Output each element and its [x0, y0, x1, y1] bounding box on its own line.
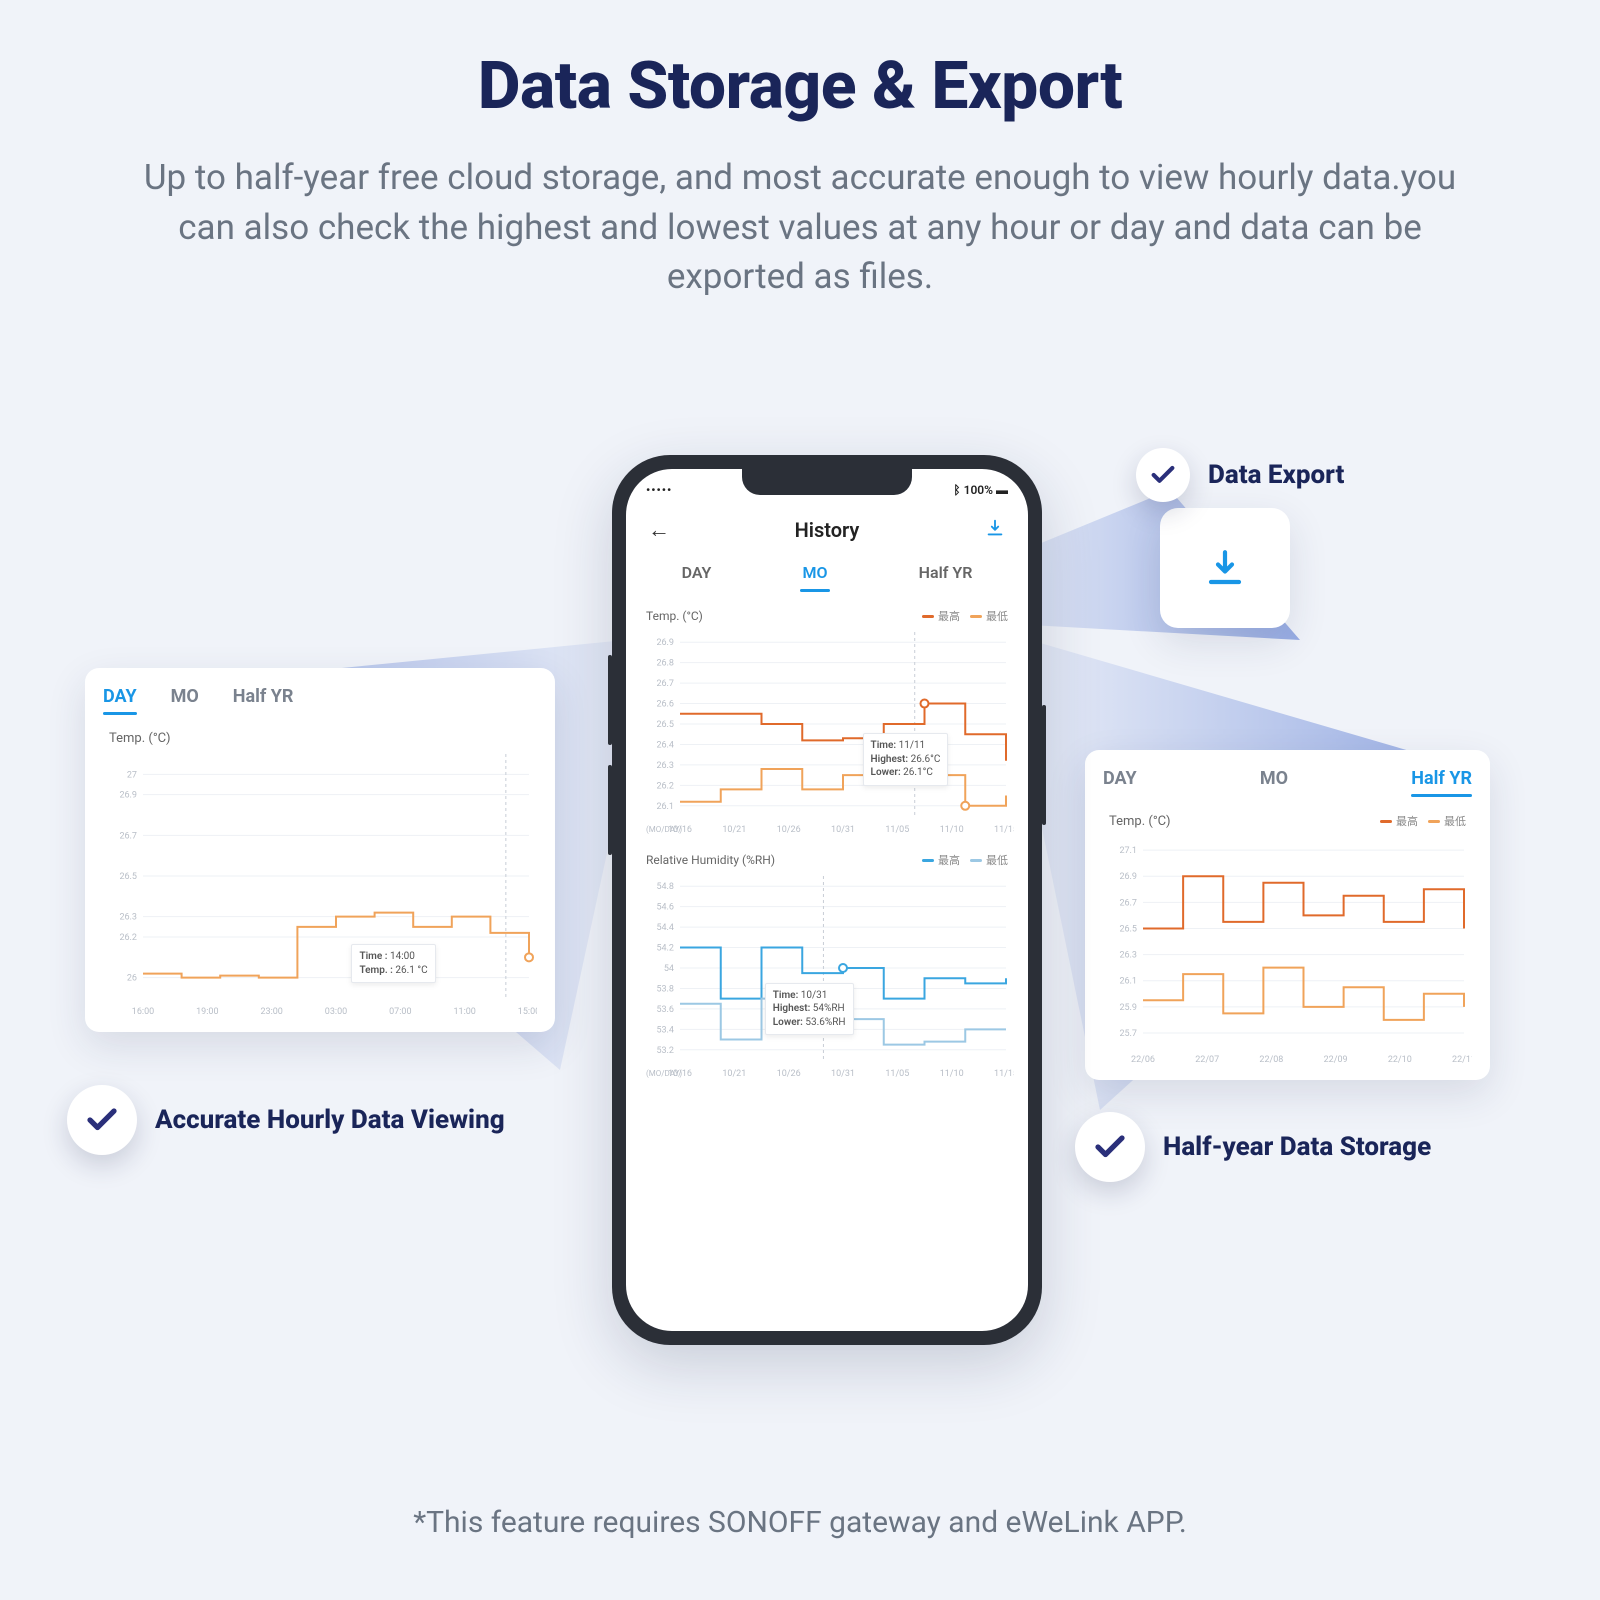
svg-text:26.7: 26.7 [1119, 898, 1137, 908]
svg-text:26.9: 26.9 [656, 638, 674, 648]
back-button[interactable]: ← [648, 517, 670, 543]
svg-text:11/10: 11/10 [940, 825, 964, 835]
svg-text:10/31: 10/31 [831, 825, 855, 835]
svg-text:54.2: 54.2 [656, 944, 674, 954]
svg-text:07:00: 07:00 [389, 1007, 411, 1017]
svg-text:26.5: 26.5 [1119, 924, 1137, 934]
svg-text:10/26: 10/26 [777, 1069, 801, 1079]
svg-text:26.3: 26.3 [1119, 951, 1137, 961]
svg-text:53.4: 53.4 [656, 1025, 674, 1035]
svg-text:16:00: 16:00 [132, 1007, 154, 1017]
tab-halfyr[interactable]: Half YR [907, 557, 985, 592]
svg-text:54: 54 [664, 964, 674, 974]
download-icon [1204, 547, 1246, 589]
tab-day[interactable]: DAY [670, 557, 724, 592]
tab-mo[interactable]: MO [1260, 768, 1288, 797]
badge-hourly: Accurate Hourly Data Viewing [67, 1085, 505, 1155]
left-chart: 26 26.2 26.3 26.5 26.7 26.9 27 16:00 19:00 23:00 0… [103, 748, 537, 1018]
svg-text:15:00: 15:00 [518, 1007, 537, 1017]
svg-text:03:00: 03:00 [325, 1007, 347, 1017]
svg-text:53.8: 53.8 [656, 984, 674, 994]
svg-text:26.5: 26.5 [656, 720, 674, 730]
tab-day[interactable]: DAY [1103, 768, 1137, 797]
check-icon [84, 1102, 120, 1138]
tab-mo[interactable]: MO [791, 557, 840, 592]
svg-text:54.8: 54.8 [656, 882, 674, 892]
svg-text:27.1: 27.1 [1119, 846, 1137, 856]
hourly-card: DAY MO Half YR Temp. (°C) 26 26.2 26.3 26.5… [85, 668, 555, 1032]
svg-text:22/06: 22/06 [1131, 1055, 1155, 1065]
badge-export: Data Export [1136, 448, 1344, 502]
svg-text:26.9: 26.9 [1119, 872, 1137, 882]
svg-text:26.7: 26.7 [119, 831, 137, 841]
tab-day[interactable]: DAY [103, 686, 137, 715]
svg-text:26.2: 26.2 [656, 781, 674, 791]
left-chart-title: Temp. (°C) [109, 731, 171, 746]
screen-title: History [795, 518, 860, 542]
battery-icon: ▬ [996, 483, 1008, 497]
footnote: *This feature requires SONOFF gateway an… [0, 1505, 1600, 1540]
tab-halfyr[interactable]: Half YR [233, 686, 294, 715]
svg-text:54.6: 54.6 [656, 903, 674, 913]
check-icon [1092, 1129, 1128, 1165]
svg-text:19:00: 19:00 [196, 1007, 218, 1017]
svg-text:11/05: 11/05 [885, 1069, 909, 1079]
svg-text:23:00: 23:00 [260, 1007, 282, 1017]
svg-text:26.4: 26.4 [656, 740, 674, 750]
download-button[interactable] [984, 517, 1006, 543]
svg-text:11/15: 11/15 [994, 825, 1014, 835]
svg-text:22/09: 22/09 [1324, 1055, 1348, 1065]
svg-text:54.4: 54.4 [656, 923, 674, 933]
svg-text:25.9: 25.9 [1119, 1003, 1137, 1013]
right-chart: 25.7 25.9 26.1 26.3 26.5 26.7 26.9 27.1 22/06 22/… [1103, 831, 1472, 1066]
svg-text:26: 26 [127, 974, 137, 984]
svg-text:22/08: 22/08 [1259, 1055, 1283, 1065]
svg-text:25.7: 25.7 [1119, 1029, 1137, 1039]
svg-text:10/26: 10/26 [777, 825, 801, 835]
svg-text:11/10: 11/10 [940, 1069, 964, 1079]
svg-text:(MO/DAY): (MO/DAY) [646, 1069, 682, 1078]
check-icon [1149, 461, 1177, 489]
halfyear-card: DAY MO Half YR Temp. (°C) 最高 最低 25.725.9… [1085, 750, 1490, 1080]
download-icon [984, 517, 1006, 539]
svg-text:27: 27 [127, 770, 137, 780]
bluetooth-icon: ᛒ [953, 483, 963, 497]
temp-title: Temp. (°C) [646, 609, 703, 623]
svg-text:53.2: 53.2 [656, 1046, 674, 1056]
svg-text:11:00: 11:00 [453, 1007, 475, 1017]
svg-text:26.3: 26.3 [656, 761, 674, 771]
humidity-title: Relative Humidity (%RH) [646, 853, 775, 867]
tab-mo[interactable]: MO [171, 686, 199, 715]
svg-text:53.6: 53.6 [656, 1005, 674, 1015]
svg-text:26.5: 26.5 [119, 872, 137, 882]
svg-text:26.2: 26.2 [119, 933, 137, 943]
svg-text:10/21: 10/21 [722, 825, 746, 835]
svg-text:26.1: 26.1 [656, 802, 674, 812]
badge-halfyear: Half-year Data Storage [1075, 1112, 1431, 1182]
svg-text:26.1: 26.1 [1119, 977, 1137, 987]
humidity-chart: 53.253.453.653.85454.254.454.654.810/161… [640, 870, 1014, 1080]
svg-text:26.3: 26.3 [119, 913, 137, 923]
svg-text:11/15: 11/15 [994, 1069, 1014, 1079]
export-card [1160, 508, 1290, 628]
svg-text:26.9: 26.9 [119, 791, 137, 801]
svg-text:10/21: 10/21 [722, 1069, 746, 1079]
svg-text:11/05: 11/05 [885, 825, 909, 835]
svg-text:22/10: 22/10 [1388, 1055, 1412, 1065]
phone-mockup: ••••• ᛒ 100% ▬ ← History DAY [612, 455, 1042, 1345]
temp-chart: 26.126.226.326.426.526.626.726.826.910/1… [640, 626, 1014, 836]
svg-text:(MO/DAY): (MO/DAY) [646, 825, 682, 834]
svg-text:22/11: 22/11 [1452, 1055, 1472, 1065]
svg-text:10/31: 10/31 [831, 1069, 855, 1079]
svg-text:26.6: 26.6 [656, 700, 674, 710]
svg-text:26.7: 26.7 [656, 679, 674, 689]
tab-halfyr[interactable]: Half YR [1411, 768, 1472, 797]
svg-text:22/07: 22/07 [1195, 1055, 1219, 1065]
right-chart-title: Temp. (°C) [1109, 814, 1171, 829]
svg-text:26.8: 26.8 [656, 659, 674, 669]
